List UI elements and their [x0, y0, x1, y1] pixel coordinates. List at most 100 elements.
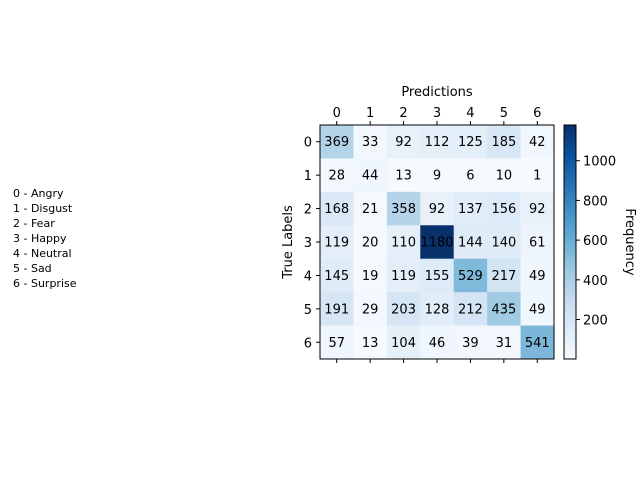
- cell-value-label: 191: [324, 302, 349, 317]
- cell-value-label: 10: [496, 169, 513, 184]
- x-tick-label: 1: [366, 106, 374, 121]
- cell-value-label: 217: [491, 269, 516, 284]
- heatmap-cell: [320, 325, 354, 360]
- colorbar-tick-label: 400: [583, 274, 608, 289]
- y-tick-label: 4: [304, 269, 312, 284]
- cell-value-label: 49: [529, 269, 546, 284]
- heatmap-cell: [353, 158, 388, 193]
- cell-value-label: 145: [324, 269, 349, 284]
- legend-entry: 6 - Surprise: [13, 277, 77, 290]
- heatmap-cell: [320, 292, 354, 326]
- heatmap-cell: [453, 158, 488, 193]
- colorbar-tick-label: 1000: [583, 155, 616, 170]
- heatmap-cell: [420, 258, 455, 293]
- cell-value-label: 203: [391, 302, 416, 317]
- cell-value-label: 49: [529, 302, 546, 317]
- cell-value-label: 13: [362, 336, 379, 351]
- heatmap-cell: [320, 191, 354, 226]
- y-tick-label: 2: [304, 203, 312, 218]
- cell-value-label: 529: [458, 269, 483, 284]
- heatmap-cell: [453, 292, 488, 326]
- x-tick-label: 4: [466, 106, 474, 121]
- heatmap-cell: [320, 158, 354, 193]
- heatmap-cell: [420, 325, 455, 360]
- legend-entry: 0 - Angry: [13, 187, 64, 200]
- heatmap-cell: [386, 292, 421, 326]
- legend-entry: 2 - Fear: [13, 217, 55, 230]
- cell-value-label: 125: [458, 135, 483, 150]
- cell-value-label: 358: [391, 202, 416, 217]
- heatmap-cell: [353, 191, 388, 226]
- heatmap-cell: [487, 325, 521, 360]
- colorbar-tick-label: 800: [583, 194, 608, 209]
- heatmap-cell: [487, 191, 521, 226]
- heatmap-cell: [353, 292, 388, 326]
- class-legend: 0 - Angry 1 - Disgust 2 - Fear 3 - Happy…: [13, 186, 77, 291]
- cell-value-label: 92: [395, 135, 412, 150]
- x-tick-label: 5: [500, 106, 508, 121]
- colorbar-label: Frequency: [622, 208, 637, 275]
- cell-value-label: 44: [362, 169, 379, 184]
- cell-value-label: 119: [324, 236, 349, 251]
- y-tick-label: 6: [304, 336, 312, 351]
- legend-entry: 5 - Sad: [13, 262, 52, 275]
- colorbar-tick-label: 200: [583, 314, 608, 329]
- heatmap-cell: [520, 325, 555, 360]
- heatmap-cell: [487, 158, 521, 193]
- heatmap-cell: [420, 225, 455, 260]
- cell-value-label: 29: [362, 302, 379, 317]
- heatmap-cell: [386, 125, 421, 159]
- heatmap-cell: [520, 158, 555, 193]
- legend-entry: 3 - Happy: [13, 232, 67, 245]
- colorbar-tick-label: 600: [583, 234, 608, 249]
- heatmap-cell: [386, 325, 421, 360]
- heatmap-cell: [420, 125, 455, 159]
- y-axis: 0 1 2 3 4 5 6: [304, 136, 320, 351]
- cell-value-label: 1180: [420, 236, 453, 251]
- cell-value-label: 435: [491, 302, 516, 317]
- cell-value-label: 110: [391, 236, 416, 251]
- heatmap-cell: [487, 225, 521, 260]
- heatmap-cell: [353, 258, 388, 293]
- cell-value-label: 9: [433, 169, 441, 184]
- colorbar: [563, 124, 577, 360]
- cell-value-label: 541: [525, 336, 550, 351]
- heatmap-cell: [453, 225, 488, 260]
- y-tick-label: 5: [304, 303, 312, 318]
- heatmap-cell: [487, 258, 521, 293]
- heatmap-cells: [320, 125, 555, 360]
- heatmap-cell: [320, 258, 354, 293]
- cell-value-label: 21: [362, 202, 379, 217]
- y-tick-label: 1: [304, 169, 312, 184]
- heatmap-cell: [353, 225, 388, 260]
- heatmap-cell: [320, 125, 354, 159]
- cell-value-label: 128: [425, 302, 450, 317]
- cell-value-label: 19: [362, 269, 379, 284]
- heatmap-cell: [353, 325, 388, 360]
- cell-value-label: 28: [328, 169, 345, 184]
- y-tick-label: 0: [304, 136, 312, 151]
- x-tick-label: 2: [399, 106, 407, 121]
- x-tick-label: 0: [333, 106, 341, 121]
- heatmap-cell: [420, 292, 455, 326]
- legend-entry: 1 - Disgust: [13, 202, 73, 215]
- heatmap-cell: [386, 225, 421, 260]
- heatmap-cell: [353, 125, 388, 159]
- cell-value-label: 39: [462, 336, 479, 351]
- cell-value-label: 1: [533, 169, 541, 184]
- cell-value-label: 140: [491, 236, 516, 251]
- heatmap-cell: [420, 191, 455, 226]
- heatmap-cell: [487, 292, 521, 326]
- cell-value-label: 212: [458, 302, 483, 317]
- heatmap-cell: [453, 325, 488, 360]
- y-axis-label: True Labels: [281, 205, 296, 280]
- x-axis: 0 1 2 3 4 5 6: [333, 106, 541, 363]
- cell-value-label: 33: [362, 135, 379, 150]
- heatmap-cell: [520, 225, 555, 260]
- cell-value-label: 104: [391, 336, 416, 351]
- cell-value-label: 61: [529, 236, 546, 251]
- x-tick-label: 6: [533, 106, 541, 121]
- cell-value-label: 57: [328, 336, 345, 351]
- heatmap-cell: [453, 191, 488, 226]
